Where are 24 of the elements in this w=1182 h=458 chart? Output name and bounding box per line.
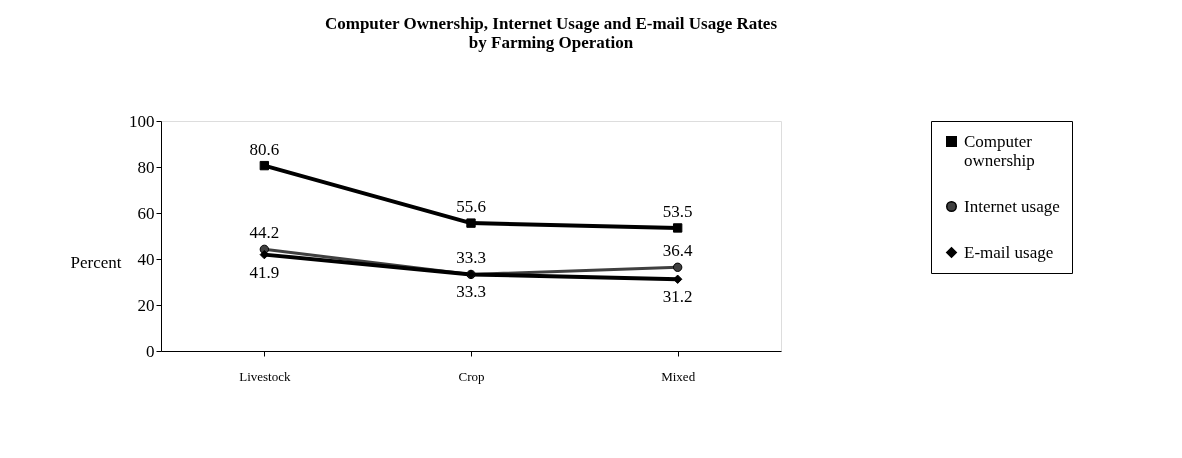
data-label: 80.6 xyxy=(249,139,280,159)
text: Computer Ownership, Internet Usage and E-mail Usage Rates xyxy=(324,14,778,33)
data-label: 44.2 xyxy=(249,223,280,243)
y-tick-label: 100 xyxy=(129,111,155,131)
text: by Farming Operation xyxy=(468,33,634,52)
y-tick-label: 80 xyxy=(137,157,155,177)
x-tick-label: Mixed xyxy=(661,368,696,384)
data-label: 53.5 xyxy=(662,201,693,221)
data-label: 55.6 xyxy=(456,197,486,217)
y-tick-label: 60 xyxy=(137,203,155,223)
x-tick-label: Livestock xyxy=(239,368,291,384)
data-label: 33.3 xyxy=(456,282,486,302)
x-tick-label: Crop xyxy=(458,368,485,384)
y-axis-title: Percent xyxy=(70,252,122,272)
y-tick-label: 40 xyxy=(137,249,155,269)
data-label: 31.2 xyxy=(662,287,693,307)
data-label: 33.3 xyxy=(456,248,486,268)
legend-label: Internet usage xyxy=(964,196,1060,216)
data-label: 41.9 xyxy=(249,262,280,282)
legend-label: E-mail usage xyxy=(964,242,1054,262)
data-label: 36.4 xyxy=(662,241,694,261)
legend-label: Computer ownership xyxy=(964,131,1035,170)
y-tick-label: 20 xyxy=(137,295,155,315)
y-tick-label: 0 xyxy=(146,341,155,361)
